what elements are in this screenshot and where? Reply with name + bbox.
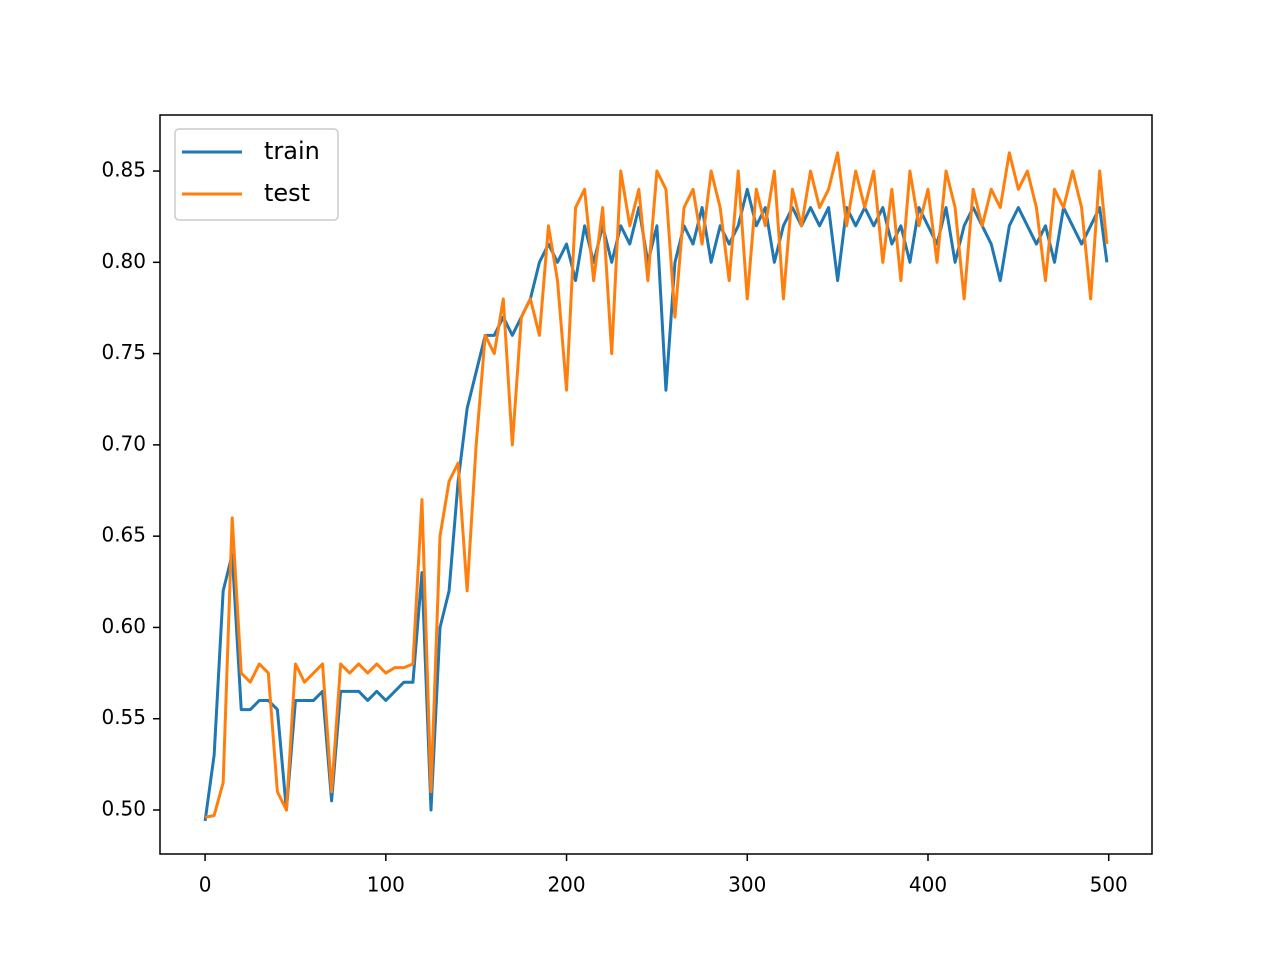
- x-tick-label: 300: [728, 873, 766, 897]
- line-0: [203, 187, 1109, 822]
- y-tick-label: 0.65: [101, 523, 146, 547]
- y-tick-label: 0.60: [101, 614, 146, 638]
- y-tick-label: 0.85: [101, 158, 146, 182]
- x-tick-label: 0: [199, 873, 212, 897]
- y-tick-label: 0.80: [101, 249, 146, 273]
- line-1: [204, 151, 1109, 819]
- legend-label: train: [264, 137, 320, 165]
- legend-label: test: [264, 179, 310, 207]
- plot-frame: [159, 114, 1153, 855]
- y-tick-label: 0.50: [101, 797, 146, 821]
- y-tick-label: 0.70: [101, 431, 146, 455]
- y-tick-label: 0.55: [101, 705, 146, 729]
- x-tick-label: 100: [367, 873, 405, 897]
- y-tick-label: 0.75: [101, 340, 146, 364]
- x-tick-label: 400: [909, 873, 947, 897]
- x-tick-label: 500: [1090, 873, 1128, 897]
- x-tick-label: 200: [547, 873, 585, 897]
